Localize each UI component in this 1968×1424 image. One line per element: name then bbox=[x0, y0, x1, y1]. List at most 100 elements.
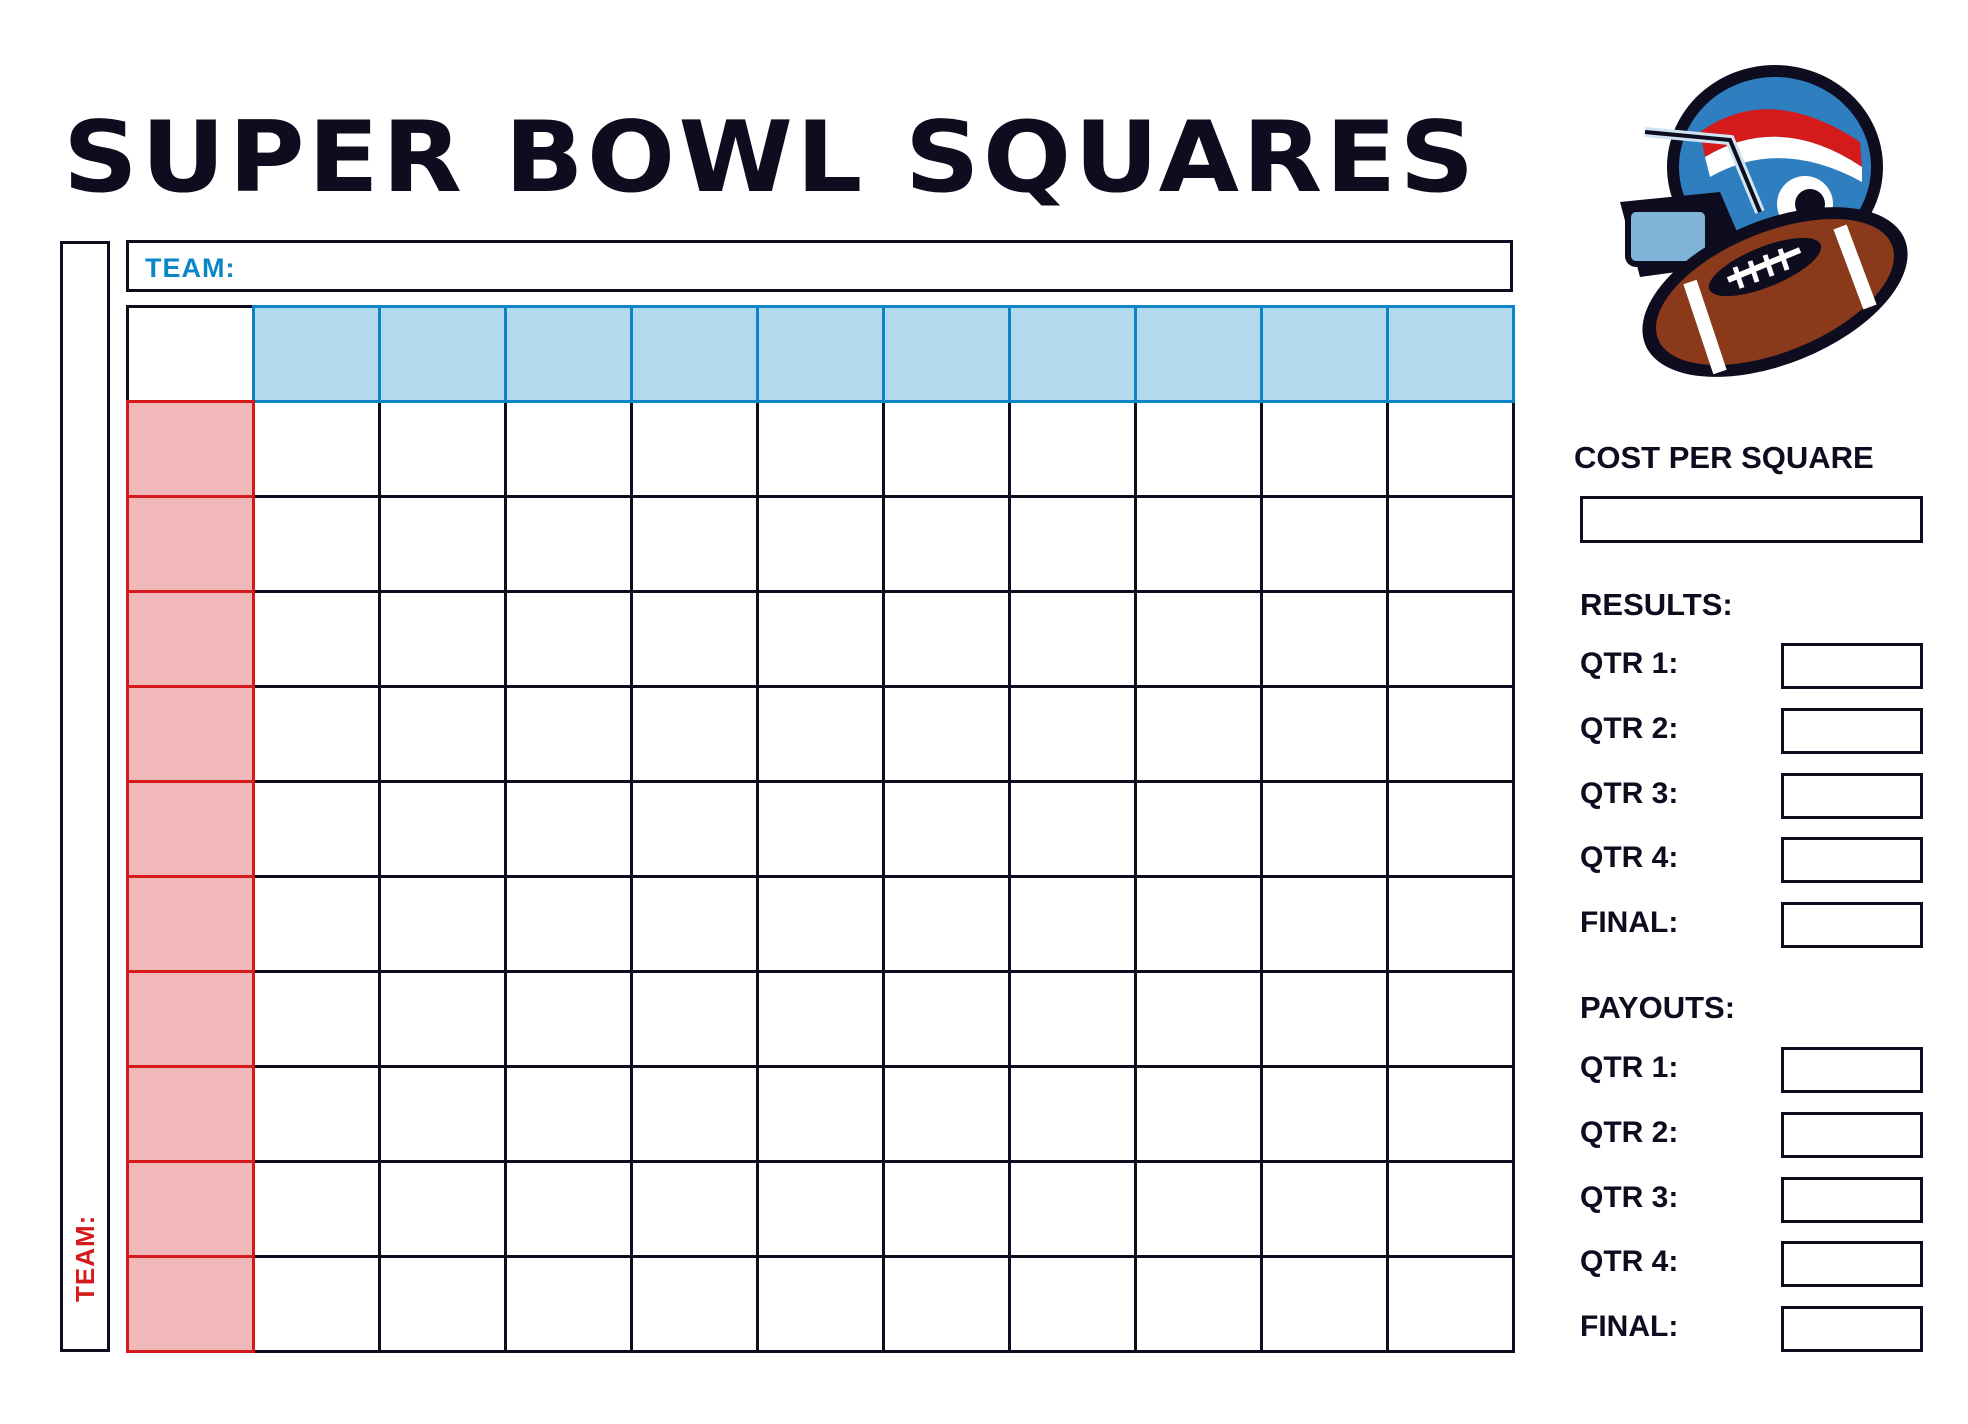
grid-square[interactable] bbox=[1008, 590, 1137, 688]
grid-square[interactable] bbox=[630, 1255, 759, 1353]
grid-square[interactable] bbox=[252, 780, 381, 878]
grid-square[interactable] bbox=[882, 590, 1011, 688]
grid-square[interactable] bbox=[252, 400, 381, 498]
row-number-cell[interactable] bbox=[126, 400, 255, 498]
grid-square[interactable] bbox=[1008, 1065, 1137, 1163]
grid-square[interactable] bbox=[1008, 875, 1137, 973]
grid-square[interactable] bbox=[252, 970, 381, 1068]
grid-square[interactable] bbox=[630, 685, 759, 783]
row-number-cell[interactable] bbox=[126, 590, 255, 688]
column-number-cell[interactable] bbox=[1260, 305, 1389, 403]
row-number-cell[interactable] bbox=[126, 780, 255, 878]
grid-square[interactable] bbox=[756, 1065, 885, 1163]
grid-square[interactable] bbox=[882, 780, 1011, 878]
grid-square[interactable] bbox=[504, 1160, 633, 1258]
grid-square[interactable] bbox=[756, 685, 885, 783]
column-number-cell[interactable] bbox=[756, 305, 885, 403]
grid-square[interactable] bbox=[378, 400, 507, 498]
grid-square[interactable] bbox=[378, 875, 507, 973]
grid-square[interactable] bbox=[756, 1255, 885, 1353]
column-number-cell[interactable] bbox=[378, 305, 507, 403]
grid-square[interactable] bbox=[1260, 1160, 1389, 1258]
grid-square[interactable] bbox=[1386, 1255, 1515, 1353]
grid-square[interactable] bbox=[1134, 970, 1263, 1068]
column-number-cell[interactable] bbox=[1008, 305, 1137, 403]
grid-square[interactable] bbox=[378, 780, 507, 878]
grid-square[interactable] bbox=[504, 1065, 633, 1163]
grid-square[interactable] bbox=[504, 780, 633, 878]
results-field[interactable] bbox=[1781, 837, 1923, 883]
grid-square[interactable] bbox=[1386, 780, 1515, 878]
payouts-field[interactable] bbox=[1781, 1306, 1923, 1352]
payouts-field[interactable] bbox=[1781, 1177, 1923, 1223]
grid-square[interactable] bbox=[630, 495, 759, 593]
payouts-field[interactable] bbox=[1781, 1241, 1923, 1287]
grid-square[interactable] bbox=[378, 685, 507, 783]
grid-square[interactable] bbox=[882, 685, 1011, 783]
grid-square[interactable] bbox=[1260, 780, 1389, 878]
grid-square[interactable] bbox=[882, 495, 1011, 593]
grid-square[interactable] bbox=[1008, 495, 1137, 593]
grid-square[interactable] bbox=[630, 875, 759, 973]
grid-square[interactable] bbox=[252, 685, 381, 783]
grid-square[interactable] bbox=[1134, 1065, 1263, 1163]
grid-square[interactable] bbox=[1008, 1255, 1137, 1353]
top-team-field[interactable]: TEAM: bbox=[126, 240, 1513, 292]
grid-square[interactable] bbox=[1386, 495, 1515, 593]
grid-square[interactable] bbox=[1260, 875, 1389, 973]
grid-square[interactable] bbox=[504, 685, 633, 783]
grid-square[interactable] bbox=[1386, 590, 1515, 688]
grid-square[interactable] bbox=[1386, 875, 1515, 973]
grid-square[interactable] bbox=[504, 590, 633, 688]
grid-square[interactable] bbox=[1386, 400, 1515, 498]
grid-square[interactable] bbox=[756, 400, 885, 498]
grid-square[interactable] bbox=[1260, 400, 1389, 498]
grid-square[interactable] bbox=[1386, 970, 1515, 1068]
grid-square[interactable] bbox=[1008, 970, 1137, 1068]
payouts-field[interactable] bbox=[1781, 1047, 1923, 1093]
grid-square[interactable] bbox=[1260, 1255, 1389, 1353]
row-number-cell[interactable] bbox=[126, 495, 255, 593]
grid-square[interactable] bbox=[1260, 685, 1389, 783]
grid-square[interactable] bbox=[252, 495, 381, 593]
grid-square[interactable] bbox=[1260, 1065, 1389, 1163]
payouts-field[interactable] bbox=[1781, 1112, 1923, 1158]
grid-square[interactable] bbox=[630, 1065, 759, 1163]
grid-square[interactable] bbox=[1134, 590, 1263, 688]
grid-square[interactable] bbox=[1008, 400, 1137, 498]
column-number-cell[interactable] bbox=[882, 305, 1011, 403]
grid-square[interactable] bbox=[504, 400, 633, 498]
grid-square[interactable] bbox=[756, 780, 885, 878]
grid-square[interactable] bbox=[882, 1065, 1011, 1163]
column-number-cell[interactable] bbox=[1386, 305, 1515, 403]
grid-square[interactable] bbox=[1134, 780, 1263, 878]
grid-square[interactable] bbox=[630, 400, 759, 498]
grid-square[interactable] bbox=[252, 1065, 381, 1163]
grid-square[interactable] bbox=[252, 875, 381, 973]
grid-square[interactable] bbox=[1008, 780, 1137, 878]
side-team-field[interactable] bbox=[60, 241, 110, 1352]
grid-square[interactable] bbox=[378, 590, 507, 688]
grid-square[interactable] bbox=[1386, 685, 1515, 783]
column-number-cell[interactable] bbox=[630, 305, 759, 403]
grid-square[interactable] bbox=[504, 495, 633, 593]
grid-square[interactable] bbox=[252, 1160, 381, 1258]
grid-square[interactable] bbox=[630, 970, 759, 1068]
grid-square[interactable] bbox=[378, 970, 507, 1068]
grid-square[interactable] bbox=[1134, 1255, 1263, 1353]
row-number-cell[interactable] bbox=[126, 1065, 255, 1163]
grid-square[interactable] bbox=[1008, 685, 1137, 783]
grid-square[interactable] bbox=[378, 1160, 507, 1258]
grid-square[interactable] bbox=[1134, 685, 1263, 783]
grid-square[interactable] bbox=[630, 590, 759, 688]
grid-square[interactable] bbox=[1386, 1160, 1515, 1258]
grid-square[interactable] bbox=[630, 1160, 759, 1258]
grid-square[interactable] bbox=[252, 590, 381, 688]
grid-square[interactable] bbox=[1134, 495, 1263, 593]
grid-square[interactable] bbox=[1008, 1160, 1137, 1258]
column-number-cell[interactable] bbox=[1134, 305, 1263, 403]
grid-square[interactable] bbox=[882, 1255, 1011, 1353]
row-number-cell[interactable] bbox=[126, 685, 255, 783]
grid-square[interactable] bbox=[1134, 875, 1263, 973]
grid-square[interactable] bbox=[1260, 590, 1389, 688]
